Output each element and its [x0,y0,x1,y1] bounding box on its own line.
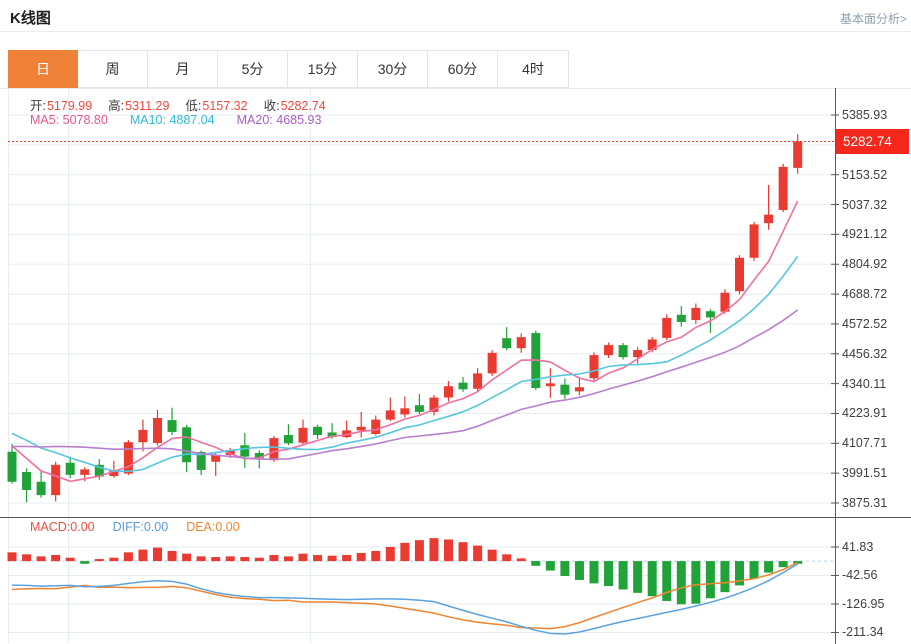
price-axis-label: 4921.12 [842,227,888,242]
ohlc-readout: 开:5179.99 高:5311.29 低:5157.32 收:5282.74 [30,95,342,114]
ma5-line [11,200,799,483]
price-axis-label: 4223.91 [842,406,888,421]
macd-axis-label: -126.95 [842,596,885,611]
price-axis-label: 4688.72 [842,287,888,302]
macd-value-readout: MACD:0.00 [30,520,95,534]
tab-period-1[interactable]: 周 [78,51,148,87]
candlestick-series [7,134,803,503]
ma5-readout: MA5: 5078.80 [30,113,108,127]
open-value: 5179.99 [46,99,93,113]
price-axis-label: 4804.92 [842,257,888,272]
tab-period-7[interactable]: 4时 [498,51,568,87]
price-axis-label: 4572.52 [842,316,888,331]
ma10-line [11,255,799,473]
price-axis-label: 4456.32 [842,346,888,361]
ma20-readout: MA20: 4685.93 [236,113,322,127]
tab-period-0[interactable]: 日 [8,50,78,88]
tab-period-4[interactable]: 15分 [288,51,358,87]
price-axis-label: 5037.32 [842,197,888,212]
low-label: 低: [185,99,202,113]
last-price-tag: 5282.74 [836,129,909,154]
ma10-readout: MA10: 4887.04 [129,113,215,127]
low-value: 5157.32 [202,99,248,113]
period-tabbar: 日周月 5分 15分 30分 60分 4时 [8,50,569,88]
price-axis-label: 4107.71 [842,436,888,451]
macd-readout: MACD:0.00 DIFF:0.00 DEA:0.00 [30,520,258,534]
price-axis-label: 4340.11 [842,376,887,391]
tab-period-3[interactable]: 5分 [218,51,288,87]
price-axis-label: 5153.52 [842,167,888,182]
high-value: 5311.29 [125,99,170,113]
tab-period-2[interactable]: 月 [148,51,218,87]
price-axis-label: 5385.93 [842,108,888,122]
high-label: 高: [108,99,125,113]
macd-histogram [7,538,803,605]
fundamental-analysis-link[interactable]: 基本面分析> [839,12,907,26]
ma-readout: MA5: 5078.80 MA10: 4887.04 MA20: 4685.93 [30,113,343,127]
dea-line [11,561,799,630]
price-axis-label: 3875.31 [842,496,888,510]
close-value: 5282.74 [280,99,326,113]
diff-line [11,563,799,635]
macd-axis-label: 41.83 [842,539,874,554]
close-label: 收: [263,99,280,113]
tab-period-5[interactable]: 30分 [358,51,428,87]
ma20-line [11,309,799,461]
macd-axis-label: -211.34 [842,625,884,640]
dea-value-readout: DEA:0.00 [186,520,240,534]
page-title: K线图 [10,10,51,27]
diff-value-readout: DIFF:0.00 [112,520,169,534]
price-axis-label: 3991.51 [842,466,888,481]
open-label: 开: [30,99,46,113]
tab-period-6[interactable]: 60分 [428,51,498,87]
macd-axis-label: -42.56 [842,568,878,583]
title-divider [0,31,911,32]
